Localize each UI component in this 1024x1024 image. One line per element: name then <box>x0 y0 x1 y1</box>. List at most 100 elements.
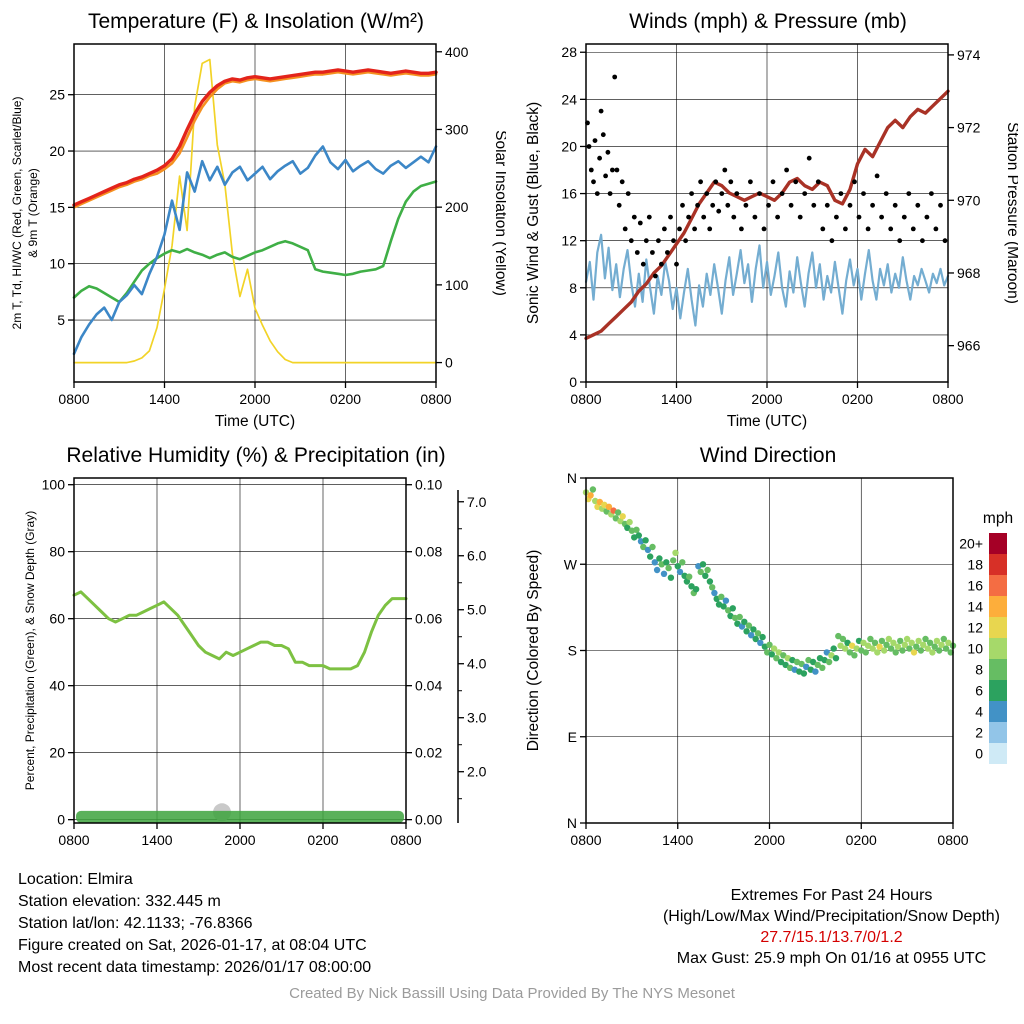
max-gust-line: Max Gust: 25.9 mph On 01/16 at 0955 UTC <box>676 950 987 967</box>
humidity-precip-plot: 0800 1400 2000 0200 0800 0 20 40 60 80 100 0.00 0.02… <box>23 477 487 848</box>
svg-text:80: 80 <box>49 544 65 560</box>
svg-text:0800: 0800 <box>58 832 89 848</box>
wind-direction-title: Wind Direction <box>699 444 837 467</box>
winds-pressure-title: Winds (mph) & Pressure (mb) <box>629 10 907 33</box>
svg-text:2000: 2000 <box>751 391 782 407</box>
svg-text:40: 40 <box>49 678 65 694</box>
svg-text:2000: 2000 <box>754 832 785 848</box>
svg-text:0200: 0200 <box>307 832 338 848</box>
svg-text:300: 300 <box>445 121 469 137</box>
svg-text:6.0: 6.0 <box>467 548 487 564</box>
svg-text:28: 28 <box>561 44 577 60</box>
svg-text:60: 60 <box>49 611 65 627</box>
svg-text:6: 6 <box>975 683 983 699</box>
svg-text:2m T, Td, HI/WC (Red, Green, S: 2m T, Td, HI/WC (Red, Green, Scarlet/Blu… <box>10 97 24 330</box>
humidity-precip-title: Relative Humidity (%) & Precipitation (i… <box>66 444 446 467</box>
humidity-precip-panel: Relative Humidity (%) & Precipitation (i… <box>0 434 512 863</box>
temperature-insolation-panel: Temperature (F) & Insolation (W/m²) 0800… <box>0 0 512 434</box>
svg-text:16: 16 <box>967 578 983 594</box>
svg-text:3.0: 3.0 <box>467 710 487 726</box>
svg-text:Direction (Colored By Speed): Direction (Colored By Speed) <box>525 550 542 752</box>
svg-text:15: 15 <box>49 199 65 215</box>
svg-text:0200: 0200 <box>842 391 873 407</box>
svg-text:N: N <box>567 815 577 831</box>
svg-text:0.00: 0.00 <box>415 812 442 828</box>
svg-text:S: S <box>568 643 577 659</box>
svg-text:Time (UTC): Time (UTC) <box>215 413 295 430</box>
winds-pressure-panel: Winds (mph) & Pressure (mb) 0800 1400 2000… <box>512 0 1024 434</box>
svg-text:4: 4 <box>569 327 577 343</box>
svg-text:970: 970 <box>957 192 981 208</box>
extremes-subtitle: (High/Low/Max Wind/Precipitation/Snow De… <box>662 908 1000 925</box>
extremes-title: Extremes For Past 24 Hours <box>730 887 933 904</box>
credit-line: Created By Nick Bassill Using Data Provi… <box>289 985 735 1002</box>
svg-text:0800: 0800 <box>937 832 968 848</box>
extremes-block: Extremes For Past 24 Hours (High/Low/Max… <box>663 887 1006 971</box>
svg-text:2.0: 2.0 <box>467 764 487 780</box>
svg-text:16: 16 <box>561 186 577 202</box>
svg-text:0.02: 0.02 <box>415 745 442 761</box>
svg-text:8: 8 <box>975 662 983 678</box>
svg-text:20: 20 <box>561 138 577 154</box>
svg-text:25: 25 <box>49 87 65 103</box>
svg-text:974: 974 <box>957 47 981 63</box>
svg-text:2000: 2000 <box>239 391 270 407</box>
svg-text:20: 20 <box>49 143 65 159</box>
bottom-row: Relative Humidity (%) & Precipitation (i… <box>0 434 1024 863</box>
svg-text:N: N <box>567 470 577 486</box>
svg-text:0800: 0800 <box>570 391 601 407</box>
svg-text:0200: 0200 <box>846 832 877 848</box>
svg-text:W: W <box>564 556 578 572</box>
svg-text:0.04: 0.04 <box>415 678 442 694</box>
svg-text:100: 100 <box>42 477 66 493</box>
svg-text:1400: 1400 <box>661 391 692 407</box>
top-row: Temperature (F) & Insolation (W/m²) 0800… <box>0 0 1024 434</box>
extremes-values: 27.7/15.1/13.7/0/1.2 <box>760 929 903 946</box>
svg-text:968: 968 <box>957 265 981 281</box>
svg-text:10: 10 <box>967 641 983 657</box>
svg-text:5: 5 <box>57 312 65 328</box>
svg-text:E: E <box>568 729 577 745</box>
timestamp-line: Most recent data timestamp: 2026/01/17 0… <box>18 959 372 976</box>
svg-text:Solar Insolation (Yellow): Solar Insolation (Yellow) <box>492 130 506 296</box>
svg-text:0: 0 <box>569 374 577 390</box>
elevation-line: Station elevation: 332.445 m <box>18 893 221 910</box>
temperature-insolation-title: Temperature (F) & Insolation (W/m²) <box>87 10 425 33</box>
svg-text:2000: 2000 <box>224 832 255 848</box>
temperature-insolation-plot: 0800 1400 2000 0200 0800 5 10 15 20 25 0 100 200 300 4… <box>10 43 506 430</box>
location-line: Location: Elmira <box>18 871 133 888</box>
svg-text:100: 100 <box>445 277 469 293</box>
svg-text:0800: 0800 <box>570 832 601 848</box>
svg-text:7.0: 7.0 <box>467 494 487 510</box>
svg-text:14: 14 <box>967 599 983 615</box>
footer: Location: Elmira Station elevation: 332.… <box>0 863 1024 981</box>
svg-text:10: 10 <box>49 256 65 272</box>
svg-text:18: 18 <box>967 557 983 573</box>
svg-text:mph: mph <box>983 510 1013 527</box>
svg-text:0.10: 0.10 <box>415 477 442 493</box>
created-line: Figure created on Sat, 2026-01-17, at 08… <box>18 937 367 954</box>
svg-text:1400: 1400 <box>662 832 693 848</box>
svg-text:4: 4 <box>975 704 983 720</box>
svg-text:20: 20 <box>49 745 65 761</box>
svg-text:Percent, Precipitation (Green): Percent, Precipitation (Green), & Snow D… <box>23 511 37 790</box>
latlon-line: Station lat/lon: 42.1133; -76.8366 <box>18 915 253 932</box>
svg-text:2: 2 <box>975 725 983 741</box>
svg-text:12: 12 <box>967 620 983 636</box>
svg-text:400: 400 <box>445 44 469 60</box>
svg-text:1400: 1400 <box>149 391 180 407</box>
svg-text:12: 12 <box>561 233 577 249</box>
svg-text:Station Pressure (Maroon): Station Pressure (Maroon) <box>1004 122 1018 304</box>
svg-text:966: 966 <box>957 338 981 354</box>
svg-text:5.0: 5.0 <box>467 602 487 618</box>
svg-text:200: 200 <box>445 199 469 215</box>
svg-text:0800: 0800 <box>390 832 421 848</box>
wind-direction-panel: Wind Direction 0800 1400 2000 0200 0800 N W S E N… <box>512 434 1024 863</box>
svg-text:0: 0 <box>445 355 453 371</box>
svg-text:1400: 1400 <box>141 832 172 848</box>
svg-text:Sonic Wind & Gust (Blue, Black: Sonic Wind & Gust (Blue, Black) <box>525 102 542 324</box>
svg-text:0800: 0800 <box>932 391 963 407</box>
svg-text:& 9m T (Orange): & 9m T (Orange) <box>26 168 40 258</box>
svg-text:0: 0 <box>975 746 983 762</box>
winds-pressure-plot: 0800 1400 2000 0200 080004812162024289669689… <box>525 43 1018 430</box>
